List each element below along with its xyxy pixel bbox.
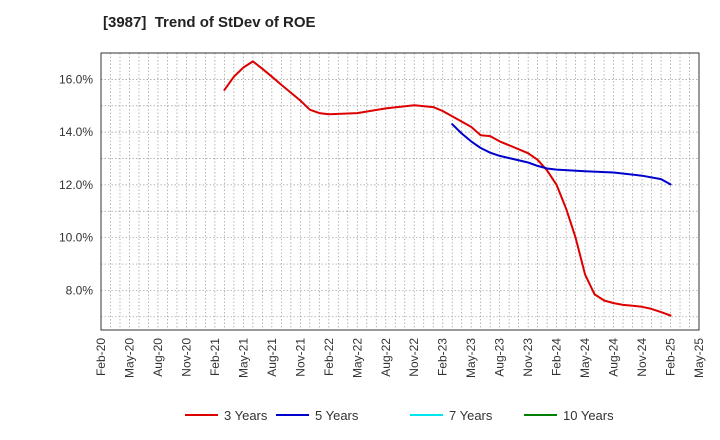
x-tick-label: Feb-25 (664, 338, 678, 376)
x-tick-labels: Feb-20 May-20 Aug-20 Nov-20 Feb-21 May-21 Aug-… (94, 338, 706, 378)
x-tick-label: Nov-21 (293, 338, 307, 377)
series-line-5-years (451, 123, 672, 186)
legend: 3 Years 5 Years 7 Years 10 Years (185, 408, 614, 423)
legend-label-10-years: 10 Years (563, 408, 614, 423)
x-tick-label: Nov-24 (635, 338, 649, 377)
legend-label-5-years: 5 Years (315, 408, 359, 423)
y-tick-label: 12.0% (59, 178, 93, 192)
x-tick-label: Feb-23 (436, 338, 450, 376)
x-tick-label: Nov-23 (521, 338, 535, 377)
x-tick-label: Feb-24 (550, 338, 564, 376)
series-layer (223, 60, 672, 317)
legend-label-3-years: 3 Years (224, 408, 268, 423)
x-tick-label: Aug-23 (493, 338, 507, 377)
y-tick-label: 8.0% (66, 283, 94, 297)
x-tick-label: Aug-21 (265, 338, 279, 377)
grid-layer (101, 52, 699, 330)
chart-title: [3987] Trend of StDev of ROE (103, 14, 316, 31)
x-tick-label: May-20 (122, 338, 136, 378)
x-tick-label: Nov-20 (179, 338, 193, 377)
x-tick-label: May-22 (350, 338, 364, 378)
y-tick-labels: 8.0% 10.0% 12.0% 14.0% 16.0% (59, 72, 93, 297)
series-line-3-years (223, 60, 672, 317)
legend-label-7-years: 7 Years (449, 408, 493, 423)
x-tick-label: Aug-24 (607, 338, 621, 377)
y-tick-label: 10.0% (59, 231, 93, 245)
y-tick-label: 16.0% (59, 72, 93, 86)
x-tick-label: Feb-20 (94, 338, 108, 376)
x-tick-label: Aug-20 (151, 338, 165, 377)
x-tick-label: May-24 (578, 338, 592, 378)
plot-frame (100, 52, 700, 331)
x-tick-label: Feb-21 (208, 338, 222, 376)
x-tick-label: May-23 (464, 338, 478, 378)
x-tick-label: Nov-22 (407, 338, 421, 377)
x-tick-label: May-21 (236, 338, 250, 378)
x-tick-label: Aug-22 (379, 338, 393, 377)
x-tick-label: Feb-22 (322, 338, 336, 376)
x-tick-label: May-25 (692, 338, 706, 378)
y-tick-label: 14.0% (59, 125, 93, 139)
